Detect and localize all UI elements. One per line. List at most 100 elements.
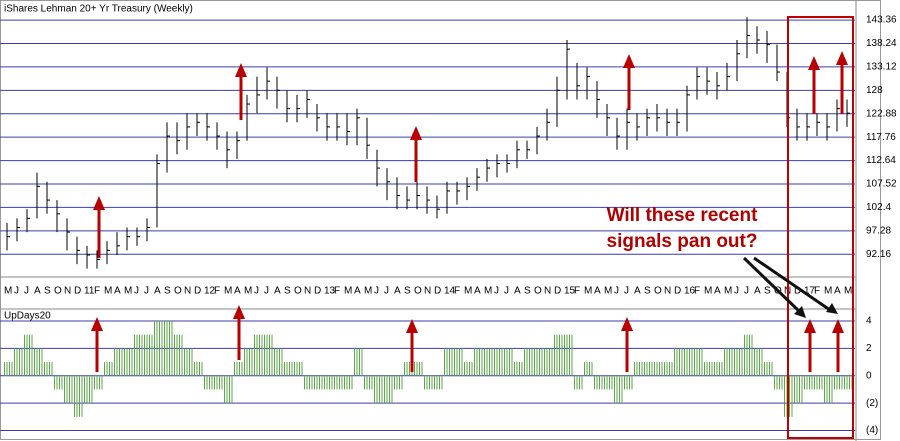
x-tick-label: 12 [204,286,216,297]
bar [14,348,15,376]
bar [419,362,420,376]
bar [556,334,558,376]
bar [321,375,323,390]
x-tick-label: 11 [84,286,95,297]
bar [609,375,610,390]
bar [271,334,273,376]
bar [804,375,805,390]
bar [511,348,513,376]
bar [49,362,50,376]
x-tick-label: 14 [444,286,456,297]
bar [684,348,685,376]
bar [381,375,383,404]
bar [119,348,120,376]
bar [99,375,100,390]
bar [339,375,340,390]
bar [276,348,278,376]
bar [359,348,360,376]
bar [496,348,498,376]
bar [711,362,713,376]
x-tick-label: A [234,286,241,297]
bar [716,362,718,376]
bar [146,334,148,376]
bar [586,362,588,376]
bar [506,348,508,376]
x-tick-label: N [184,286,191,297]
x-tick-label: M [824,286,832,297]
x-tick-label: D [74,286,81,297]
x-tick-label: J [264,286,269,297]
bar [464,362,465,376]
bar [526,348,528,376]
bar [131,348,133,376]
bar [449,348,450,376]
x-tick-label: S [644,286,651,297]
bar [44,362,45,376]
bar [244,348,245,376]
bar [836,375,838,390]
bar [399,375,400,390]
bar [406,362,408,376]
bar [801,375,803,404]
bar [229,375,230,404]
bar [651,362,653,376]
bar [236,362,238,376]
bar [701,348,703,376]
bar [779,375,780,390]
bar [584,362,585,376]
bar [374,375,375,404]
bar [344,375,345,390]
bar [791,375,793,417]
x-tick-label: A [634,286,641,297]
bar [539,348,540,376]
y-tick-label: 97.28 [866,225,891,236]
bar [176,334,178,376]
bar [821,375,823,390]
bar [661,362,663,376]
bar [564,334,565,376]
bar [316,375,318,390]
y-tick-label: 133.12 [866,62,897,73]
bar [746,334,748,376]
x-tick-label: S [164,286,171,297]
bar [756,348,758,376]
bar [56,375,58,390]
x-tick-label: J [744,286,749,297]
bar [376,375,378,404]
bar [361,348,363,376]
bar [534,348,535,376]
bar [529,348,530,376]
bar [319,375,320,390]
bar [784,375,785,417]
bar [314,375,315,390]
bar [829,375,830,404]
bar [404,362,405,376]
bar [91,375,93,404]
annotations: Will these recent signals pan out? [91,16,854,439]
x-tick-label: F [334,286,340,297]
bar [579,375,580,390]
x-tick-label: N [664,286,671,297]
y-tick-label: 138.24 [866,38,897,49]
bar [424,375,425,390]
bar [814,375,815,390]
bar [714,362,715,376]
y-tick-label: 0 [866,370,872,381]
bar [674,348,675,376]
bar [391,375,393,404]
bar [744,334,745,376]
bar [279,348,280,376]
bar [39,348,40,376]
pointer-arrows [742,256,831,314]
bar [89,375,90,404]
bar [776,375,778,390]
x-tick-label: J [384,286,389,297]
bar [66,375,68,404]
bar [581,375,583,390]
bar [36,348,38,376]
y-tick-label: 122.88 [866,108,897,119]
bar [226,375,228,404]
highlight-box [787,16,854,439]
bar [569,334,570,376]
bar [831,375,833,404]
